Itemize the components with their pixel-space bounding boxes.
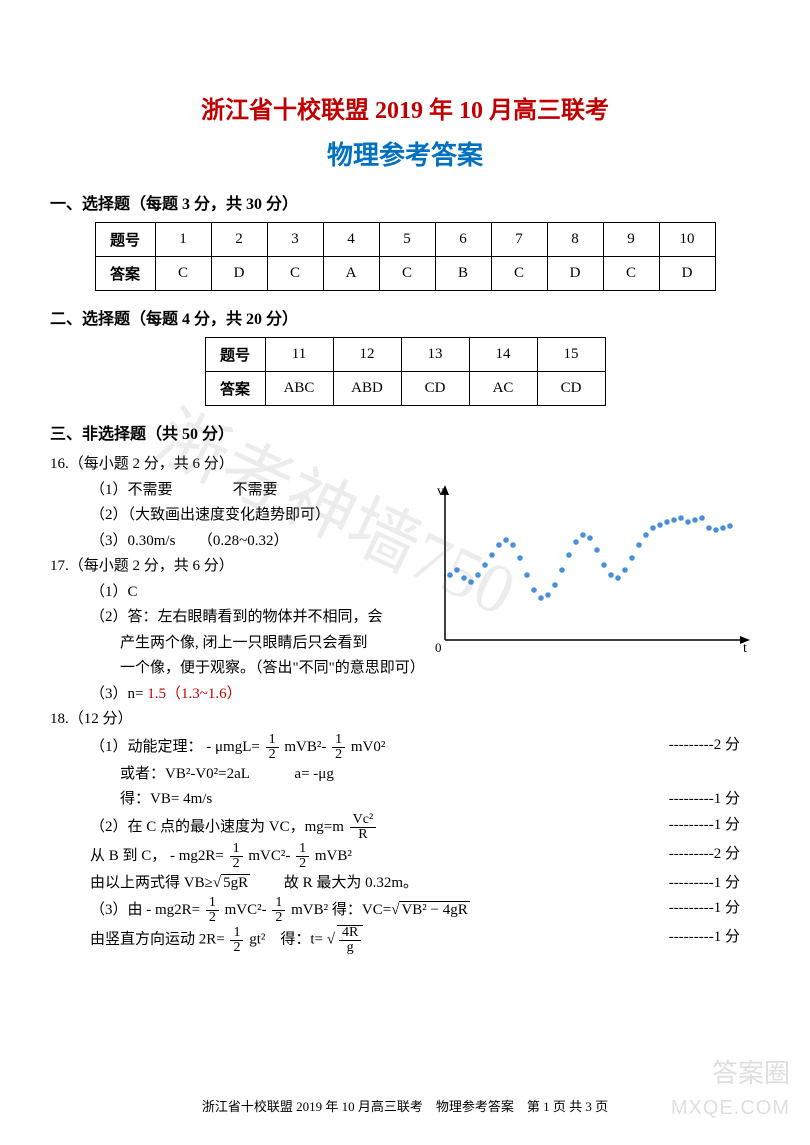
q16-1: （1）不需要 xyxy=(90,482,173,498)
q18-2b: a= -μg xyxy=(294,766,333,782)
q18-4den: R xyxy=(350,828,377,842)
s1-n: 9 xyxy=(603,223,659,257)
q18-1d: mV0² xyxy=(351,738,386,754)
s1-a: D xyxy=(547,257,603,291)
q16-1b: 不需要 xyxy=(233,482,278,498)
score: ---------1 分 xyxy=(669,871,740,897)
score: ---------2 分 xyxy=(669,842,740,871)
x-label: t xyxy=(743,641,747,655)
q18-1a: （1）动能定理： xyxy=(90,738,203,754)
s1-a: B xyxy=(435,257,491,291)
q18-7c: mVB² 得：VC= xyxy=(291,902,391,918)
s1-n: 5 xyxy=(379,223,435,257)
s2-a: ABC xyxy=(265,372,333,406)
q18-3: 得：VB= 4m/s xyxy=(120,791,212,807)
s2-rowlabel: 题号 xyxy=(205,338,265,372)
section1-table: 题号 1 2 3 4 5 6 7 8 9 10 答案 C D C A C B C… xyxy=(95,222,716,291)
s2-n: 11 xyxy=(265,338,333,372)
section3-heading: 三、非选择题（共 50 分） xyxy=(50,420,760,444)
s1-a: D xyxy=(211,257,267,291)
q18-7b: mVC²- xyxy=(225,902,267,918)
s1-rowlabel: 题号 xyxy=(95,223,155,257)
q18-6sq: 5gR xyxy=(221,874,250,891)
q18-header: 18.（12 分） xyxy=(50,707,760,733)
q18-7a: （3）由 - mg2R= xyxy=(90,902,200,918)
watermark-brand: 答案圈 xyxy=(712,1053,790,1090)
section2-table: 题号 11 12 13 14 15 答案 ABC ABD CD AC CD xyxy=(205,337,606,406)
score: ---------1 分 xyxy=(669,896,740,925)
score: ---------2 分 xyxy=(669,733,740,762)
s1-a: C xyxy=(603,257,659,291)
s2-n: 12 xyxy=(333,338,401,372)
q18-8num: 4R xyxy=(339,926,361,941)
page-footer: 浙江省十校联盟 2019 年 10 月高三联考 物理参考答案 第 1 页 共 3… xyxy=(0,1096,810,1115)
s1-a: D xyxy=(659,257,715,291)
s1-a: C xyxy=(267,257,323,291)
origin: 0 xyxy=(435,640,442,655)
q18-5c: mVB² xyxy=(315,847,352,863)
q18-4a: （2）在 C 点的最小速度为 VC，mg=m xyxy=(90,818,344,834)
section1-heading: 一、选择题（每题 3 分，共 30 分） xyxy=(50,190,760,214)
s2-a: AC xyxy=(469,372,537,406)
s2-a: ABD xyxy=(333,372,401,406)
s1-n: 4 xyxy=(323,223,379,257)
title-sub: 物理参考答案 xyxy=(50,135,760,172)
s1-n: 3 xyxy=(267,223,323,257)
s2-anslabel: 答案 xyxy=(205,372,265,406)
q17-3val: 1.5（1.3~1.6） xyxy=(147,686,241,702)
title-main: 浙江省十校联盟 2019 年 10 月高三联考 xyxy=(50,90,760,125)
s2-n: 15 xyxy=(537,338,605,372)
q17-3pre: （3）n= xyxy=(90,686,147,702)
score: ---------1 分 xyxy=(669,787,740,813)
q18-8den: g xyxy=(339,941,361,955)
s2-a: CD xyxy=(537,372,605,406)
s1-a: C xyxy=(379,257,435,291)
s1-n: 8 xyxy=(547,223,603,257)
q18-1b: - μmgL= xyxy=(206,738,260,754)
q18-2a: 或者：VB²-V0²=2aL xyxy=(120,766,249,782)
s1-n: 7 xyxy=(491,223,547,257)
q18-8b: gt² 得：t= xyxy=(249,931,323,947)
q18: 18.（12 分） （1）动能定理： - μmgL= 12 mVB²- 12 m… xyxy=(50,707,760,955)
score: ---------1 分 xyxy=(669,925,740,955)
q17-2c: 一个像，便于观察。（答出"不同"的意思即可） xyxy=(50,656,760,682)
q18-8a: 由竖直方向运动 2R= xyxy=(90,931,225,947)
s1-a: A xyxy=(323,257,379,291)
s1-n: 2 xyxy=(211,223,267,257)
q18-7sq: VB² − 4gR xyxy=(399,901,469,918)
s1-anslabel: 答案 xyxy=(95,257,155,291)
section2-heading: 二、选择题（每题 4 分，共 20 分） xyxy=(50,305,760,329)
s1-a: C xyxy=(491,257,547,291)
s1-n: 6 xyxy=(435,223,491,257)
s2-n: 14 xyxy=(469,338,537,372)
y-label: v xyxy=(437,484,444,499)
s1-n: 1 xyxy=(155,223,211,257)
q18-4num: Vc² xyxy=(350,813,377,828)
q18-5b: mVC²- xyxy=(248,847,290,863)
score: ---------1 分 xyxy=(669,813,740,842)
velocity-chart: v t 0 xyxy=(435,480,755,655)
s1-n: 10 xyxy=(659,223,715,257)
q18-6b: 故 R 最大为 0.32m。 xyxy=(254,875,418,891)
q18-1c: mVB²- xyxy=(284,738,326,754)
q18-6a: 由以上两式得 VB≥ xyxy=(90,875,213,891)
q16-header: 16.（每小题 2 分，共 6 分） xyxy=(50,452,760,478)
s2-a: CD xyxy=(401,372,469,406)
q18-5a: 从 B 到 C， - mg2R= xyxy=(90,847,224,863)
s1-a: C xyxy=(155,257,211,291)
s2-n: 13 xyxy=(401,338,469,372)
